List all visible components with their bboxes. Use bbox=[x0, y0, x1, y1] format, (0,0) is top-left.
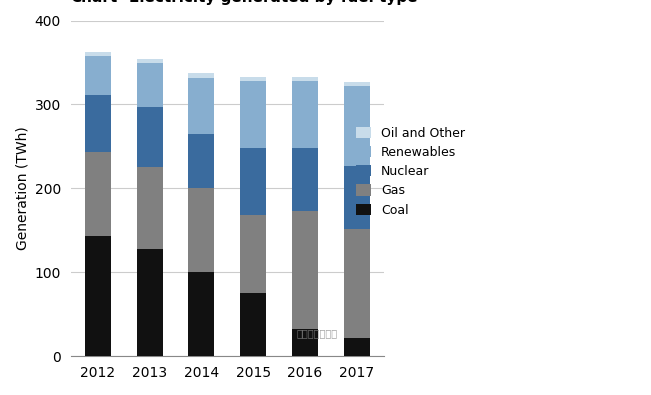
Bar bbox=[85, 52, 111, 56]
Bar bbox=[188, 77, 214, 134]
Bar bbox=[85, 95, 111, 152]
Bar bbox=[85, 56, 111, 95]
Bar bbox=[240, 215, 266, 293]
Bar bbox=[344, 82, 370, 86]
Bar bbox=[188, 134, 214, 188]
Bar bbox=[344, 86, 370, 166]
Bar bbox=[240, 77, 266, 81]
Bar bbox=[292, 81, 318, 148]
Bar bbox=[137, 167, 163, 249]
Text: Electricity generated by fuel type: Electricity generated by fuel type bbox=[130, 0, 418, 5]
Bar bbox=[85, 152, 111, 236]
Bar bbox=[137, 107, 163, 167]
Bar bbox=[188, 272, 214, 356]
Legend: Oil and Other, Renewables, Nuclear, Gas, Coal: Oil and Other, Renewables, Nuclear, Gas,… bbox=[356, 127, 465, 216]
Bar bbox=[240, 81, 266, 148]
Text: Chart: Chart bbox=[71, 0, 118, 5]
Bar bbox=[292, 211, 318, 329]
Bar bbox=[344, 166, 370, 229]
Bar bbox=[292, 148, 318, 211]
Bar bbox=[344, 229, 370, 338]
Bar bbox=[188, 73, 214, 77]
Bar bbox=[240, 148, 266, 215]
Bar bbox=[188, 188, 214, 272]
Y-axis label: Generation (TWh): Generation (TWh) bbox=[15, 126, 29, 250]
Bar bbox=[137, 249, 163, 356]
Bar bbox=[240, 293, 266, 356]
Bar bbox=[85, 236, 111, 356]
Bar bbox=[344, 338, 370, 356]
Bar bbox=[137, 63, 163, 107]
Bar bbox=[137, 59, 163, 63]
Text: 国际能源小数据: 国际能源小数据 bbox=[296, 328, 337, 338]
Bar bbox=[292, 329, 318, 356]
Bar bbox=[292, 77, 318, 81]
